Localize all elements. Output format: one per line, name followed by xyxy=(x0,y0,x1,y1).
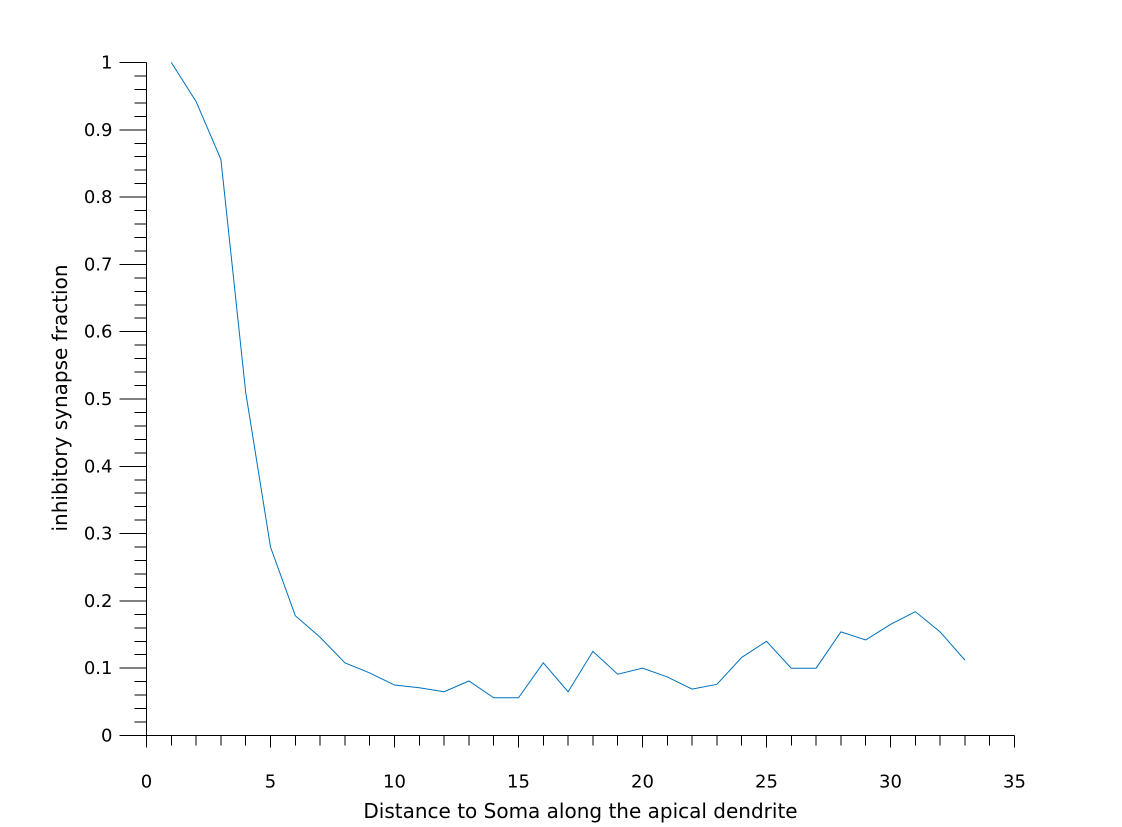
x-axis-label: Distance to Soma along the apical dendri… xyxy=(363,799,797,823)
axes xyxy=(146,62,1015,736)
x-tick-label: 5 xyxy=(265,772,276,793)
y-tick-label: 0.8 xyxy=(84,187,113,208)
x-tick-label: 35 xyxy=(1003,772,1026,793)
x-tick-label: 30 xyxy=(879,772,902,793)
x-tick-label: 20 xyxy=(631,772,654,793)
y-tick-label: 0.5 xyxy=(84,389,113,410)
x-ticks: 0 5 10 15 20 25 30 35 xyxy=(141,735,1026,793)
y-tick-label: 0 xyxy=(101,726,112,747)
y-ticks: 0 0.1 0.2 0.3 0.4 0.5 0.6 0.7 0.8 0.9 1 xyxy=(84,53,147,747)
y-tick-label: 0.9 xyxy=(84,120,113,141)
series-line xyxy=(170,62,966,699)
y-tick-label: 0.3 xyxy=(84,524,113,545)
series-layer xyxy=(170,62,966,699)
y-tick-label: 0.2 xyxy=(84,591,113,612)
y-tick-label: 0.7 xyxy=(84,254,113,275)
x-tick-label: 25 xyxy=(755,772,778,793)
y-tick-label: 0.1 xyxy=(84,658,113,679)
y-axis-label: inhibitory synapse fraction xyxy=(48,264,72,531)
x-tick-label: 10 xyxy=(383,772,406,793)
y-tick-label: 0.6 xyxy=(84,322,113,343)
y-tick-label: 0.4 xyxy=(84,456,113,477)
x-tick-label: 0 xyxy=(141,772,152,793)
x-tick-label: 15 xyxy=(507,772,530,793)
y-tick-label: 1 xyxy=(101,53,112,74)
